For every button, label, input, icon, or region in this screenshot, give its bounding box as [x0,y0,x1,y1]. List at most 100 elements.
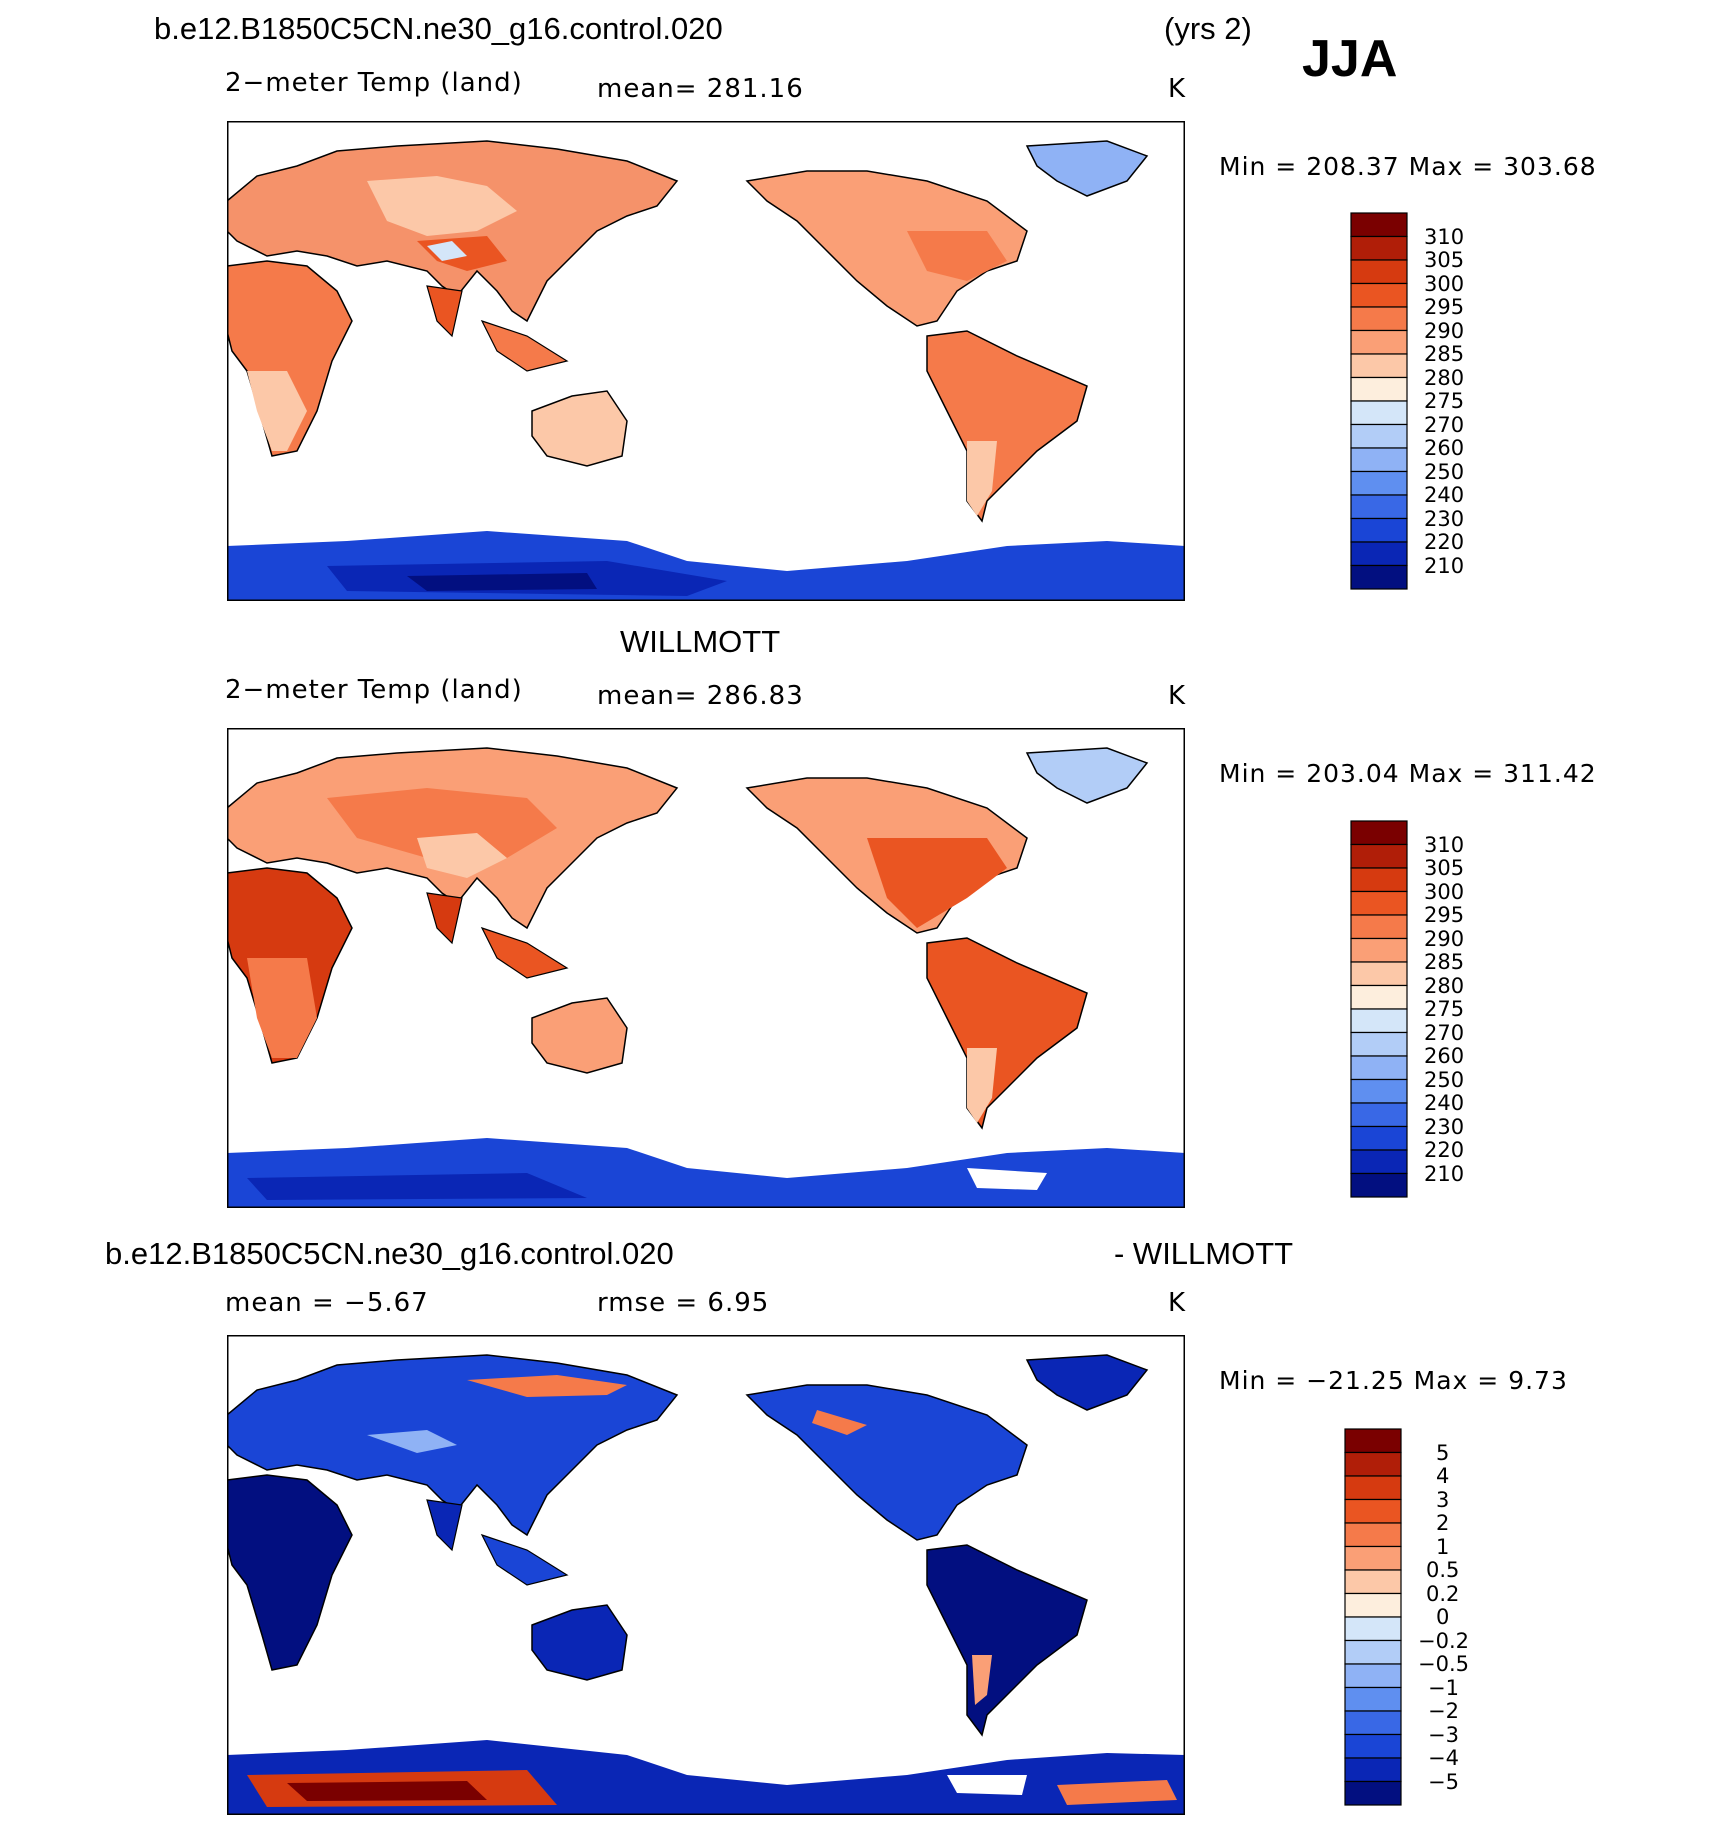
panel1-mean: mean= 281.16 [597,74,804,104]
colorbar-swatch [1350,541,1408,567]
panel2-cb-label: 210 [1424,1162,1465,1186]
colorbar-swatch [1350,1149,1408,1175]
panel1-cb-label: 305 [1424,248,1465,272]
colorbar-swatch [1350,400,1408,426]
panel1-cb-label: 290 [1424,319,1465,343]
colorbar-swatch [1350,984,1408,1010]
panel3-map-svg [227,1335,1185,1815]
colorbar-swatch [1344,1451,1402,1477]
colorbar-swatch [1344,1639,1402,1665]
colorbar-swatch [1350,423,1408,449]
colorbar-swatch [1350,353,1408,379]
panel3-cb-label: 0.5 [1426,1558,1460,1582]
panel1-australia [531,390,628,467]
panel2-mean: mean= 286.83 [597,681,804,711]
colorbar-swatch [1350,1055,1408,1081]
colorbar-swatch [1344,1522,1402,1548]
case-name-title: b.e12.B1850C5CN.ne30_g16.control.020 [154,11,723,46]
panel1-cb-label: 275 [1424,389,1465,413]
panel2-map [227,728,1185,1208]
panel3-cb-label: −1 [1428,1676,1459,1700]
colorbar-swatch [1350,1102,1408,1128]
panel2-cb-label: 290 [1424,927,1465,951]
colorbar-swatch [1344,1569,1402,1595]
panel3-rmse: rmse = 6.95 [597,1288,770,1318]
panel3-cb-label: −0.5 [1418,1652,1469,1676]
colorbar-swatch [1350,259,1408,285]
colorbar-swatch [1344,1498,1402,1524]
colorbar-swatch [1350,494,1408,520]
colorbar-swatch [1350,867,1408,893]
panel3-cb-label: −0.2 [1418,1629,1469,1653]
panel3-cb-label: 0.2 [1426,1582,1460,1606]
colorbar-swatch [1344,1545,1402,1571]
panel1-cb-label: 270 [1424,413,1465,437]
colorbar-swatch [1350,235,1408,261]
panel1-cb-label: 285 [1424,342,1465,366]
panel2-cb-label: 230 [1424,1115,1465,1139]
panel1-greenland [1025,140,1149,197]
panel3-cb-label: 5 [1436,1441,1450,1465]
colorbar-swatch [1344,1780,1402,1806]
panel2-units: K [1168,681,1187,711]
panel2-cb-label: 295 [1424,903,1465,927]
panel2-cb-label: 250 [1424,1068,1465,1092]
colorbar-swatch [1344,1428,1402,1454]
panel3-cb-label: 1 [1436,1535,1450,1559]
colorbar-swatch [1350,282,1408,308]
panel1-cb-label: 300 [1424,272,1465,296]
panel1-cb-label: 260 [1424,436,1465,460]
panel1-cb-label: 220 [1424,530,1465,554]
panel2-cb-label: 240 [1424,1091,1465,1115]
panel1-cb-label: 280 [1424,366,1465,390]
colorbar-swatch [1350,937,1408,963]
panel1-cb-label: 250 [1424,460,1465,484]
panel2-map-svg [227,728,1185,1208]
colorbar-swatch [1344,1686,1402,1712]
panel3-mean: mean = −5.67 [225,1288,429,1318]
panel2-cb-label: 280 [1424,974,1465,998]
panel3-units: K [1168,1288,1187,1318]
panel3-cb-label: 0 [1436,1605,1450,1629]
panel3-title-right: - WILLMOTT [1114,1236,1294,1271]
panel2-cb-label: 275 [1424,997,1465,1021]
colorbar-swatch [1350,447,1408,473]
colorbar-swatch [1344,1710,1402,1736]
panel2-cb-label: 285 [1424,950,1465,974]
panel1-cb-label: 210 [1424,554,1465,578]
colorbar-swatch [1350,843,1408,869]
colorbar-swatch [1350,890,1408,916]
colorbar-swatch [1350,1008,1408,1034]
panel3-cb-label: 3 [1436,1488,1450,1512]
season-label: JJA [1302,30,1398,88]
colorbar-swatch [1344,1592,1402,1618]
panel2-cb-label: 270 [1424,1021,1465,1045]
panel1-cb-label: 310 [1424,225,1465,249]
panel2-cb-label: 305 [1424,856,1465,880]
colorbar-swatch [1350,306,1408,332]
colorbar-swatch [1350,329,1408,355]
colorbar-swatch [1350,820,1408,846]
colorbar-swatch [1350,470,1408,496]
panel1-units: K [1168,74,1187,104]
panel1-minmax: Min = 208.37 Max = 303.68 [1219,152,1597,181]
panel3-cb-label: −2 [1428,1699,1459,1723]
panel3-cb-label: −5 [1428,1770,1459,1794]
panel2-minmax: Min = 203.04 Max = 311.42 [1219,759,1597,788]
colorbar-swatch [1350,212,1408,238]
panel2-title: WILLMOTT [620,624,781,659]
colorbar-swatch [1350,1125,1408,1151]
panel2-cb-label: 260 [1424,1044,1465,1068]
panel2-cb-label: 310 [1424,833,1465,857]
years-label: (yrs 2) [1164,11,1252,46]
panel2-variable: 2−meter Temp (land) [225,675,523,705]
panel3-cb-label: −4 [1428,1746,1459,1770]
panel1-cb-label: 295 [1424,295,1465,319]
panel3-colorbar [1344,1428,1454,1817]
panel1-variable: 2−meter Temp (land) [225,68,523,98]
colorbar-swatch [1350,564,1408,590]
panel1-colorbar [1350,212,1460,601]
colorbar-swatch [1350,1172,1408,1198]
colorbar-swatch [1344,1757,1402,1783]
colorbar-swatch [1350,376,1408,402]
